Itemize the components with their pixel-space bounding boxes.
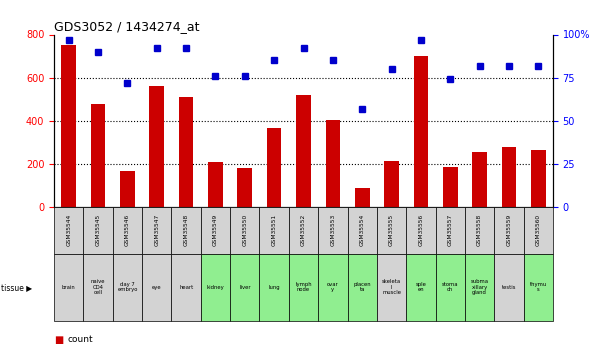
Text: lung: lung	[269, 285, 280, 290]
Bar	[443, 167, 457, 207]
Text: heart: heart	[179, 285, 194, 290]
Text: day 7
embryo: day 7 embryo	[117, 282, 138, 293]
Text: naive
CD4
cell: naive CD4 cell	[91, 279, 105, 295]
Text: count: count	[67, 335, 93, 344]
Text: GSM35544: GSM35544	[66, 214, 72, 246]
Bar	[355, 188, 370, 207]
Text: sple
en: sple en	[415, 282, 426, 293]
Text: GDS3052 / 1434274_at: GDS3052 / 1434274_at	[54, 20, 200, 33]
Text: stoma
ch: stoma ch	[442, 282, 459, 293]
Bar	[502, 147, 516, 207]
Text: ovar
y: ovar y	[327, 282, 339, 293]
Text: GSM35549: GSM35549	[213, 214, 218, 246]
Text: GSM35557: GSM35557	[448, 214, 453, 246]
Text: GSM35560: GSM35560	[535, 214, 541, 246]
Text: GSM35553: GSM35553	[331, 214, 335, 246]
Text: GSM35548: GSM35548	[184, 214, 189, 246]
Text: eye: eye	[152, 285, 162, 290]
Bar	[150, 86, 164, 207]
Bar	[326, 120, 340, 207]
Bar	[208, 162, 223, 207]
Bar	[472, 152, 487, 207]
Text: GSM35547: GSM35547	[154, 214, 159, 246]
Bar	[296, 95, 311, 207]
Text: liver: liver	[239, 285, 251, 290]
Text: GSM35546: GSM35546	[125, 214, 130, 246]
Text: GSM35555: GSM35555	[389, 214, 394, 246]
Text: GSM35545: GSM35545	[96, 214, 100, 246]
Bar	[237, 168, 252, 207]
Text: GSM35556: GSM35556	[418, 214, 423, 246]
Text: lymph
node: lymph node	[295, 282, 312, 293]
Text: ■: ■	[54, 335, 63, 345]
Text: GSM35558: GSM35558	[477, 214, 482, 246]
Text: brain: brain	[62, 285, 76, 290]
Text: thymu
s: thymu s	[529, 282, 547, 293]
Bar	[91, 104, 105, 207]
Text: testis: testis	[502, 285, 516, 290]
Text: skeleta
l
muscle: skeleta l muscle	[382, 279, 401, 295]
Text: tissue ▶: tissue ▶	[1, 283, 32, 292]
Bar	[413, 56, 428, 207]
Bar	[267, 128, 281, 207]
Text: GSM35550: GSM35550	[242, 214, 248, 246]
Text: GSM35554: GSM35554	[359, 214, 365, 246]
Text: placen
ta: placen ta	[353, 282, 371, 293]
Text: GSM35551: GSM35551	[272, 214, 276, 246]
Text: GSM35552: GSM35552	[301, 214, 306, 246]
Bar	[179, 97, 194, 207]
Text: subma
xillary
gland: subma xillary gland	[471, 279, 489, 295]
Text: GSM35559: GSM35559	[507, 214, 511, 246]
Bar	[61, 45, 76, 207]
Bar	[531, 150, 546, 207]
Bar	[384, 161, 399, 207]
Text: kidney: kidney	[207, 285, 224, 290]
Bar	[120, 171, 135, 207]
